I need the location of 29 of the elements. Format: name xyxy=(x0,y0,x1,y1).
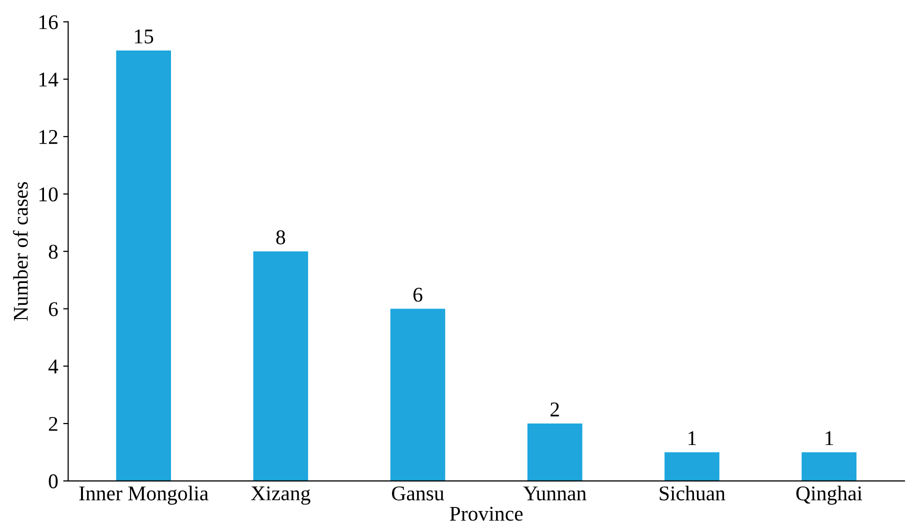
bar xyxy=(527,424,582,481)
y-tick-label: 16 xyxy=(39,15,58,30)
x-tick-label: Qinghai xyxy=(796,486,862,505)
data-label: 6 xyxy=(413,288,422,302)
data-label: 1 xyxy=(688,431,696,446)
data-label: 15 xyxy=(134,30,154,44)
bar xyxy=(664,452,720,481)
y-tick-label: 8 xyxy=(48,244,58,259)
x-tick-label: Sichuan xyxy=(660,486,726,500)
y-tick-label: 2 xyxy=(48,416,58,431)
y-tick-label: 4 xyxy=(48,360,58,374)
bar xyxy=(253,251,308,481)
y-axis-title: Number of cases xyxy=(12,182,28,321)
bar xyxy=(390,308,446,481)
x-axis-title: Province xyxy=(450,506,523,521)
x-tick-label: Yunnan xyxy=(523,486,586,500)
y-tick-label: 14 xyxy=(39,72,58,86)
data-label: 1 xyxy=(826,431,834,446)
x-tick-label: Inner Mongolia xyxy=(79,486,208,505)
x-tick-label: Gansu xyxy=(392,486,444,500)
x-tick-label: Xizang xyxy=(251,486,310,505)
y-tick-label: 6 xyxy=(48,302,58,316)
bar xyxy=(116,50,171,481)
data-label: 8 xyxy=(276,230,286,244)
y-tick-label: 0 xyxy=(48,474,58,488)
bar xyxy=(802,452,856,481)
y-tick-label: 10 xyxy=(39,187,58,202)
data-label: 2 xyxy=(550,402,559,416)
y-tick-label: 12 xyxy=(39,130,58,144)
